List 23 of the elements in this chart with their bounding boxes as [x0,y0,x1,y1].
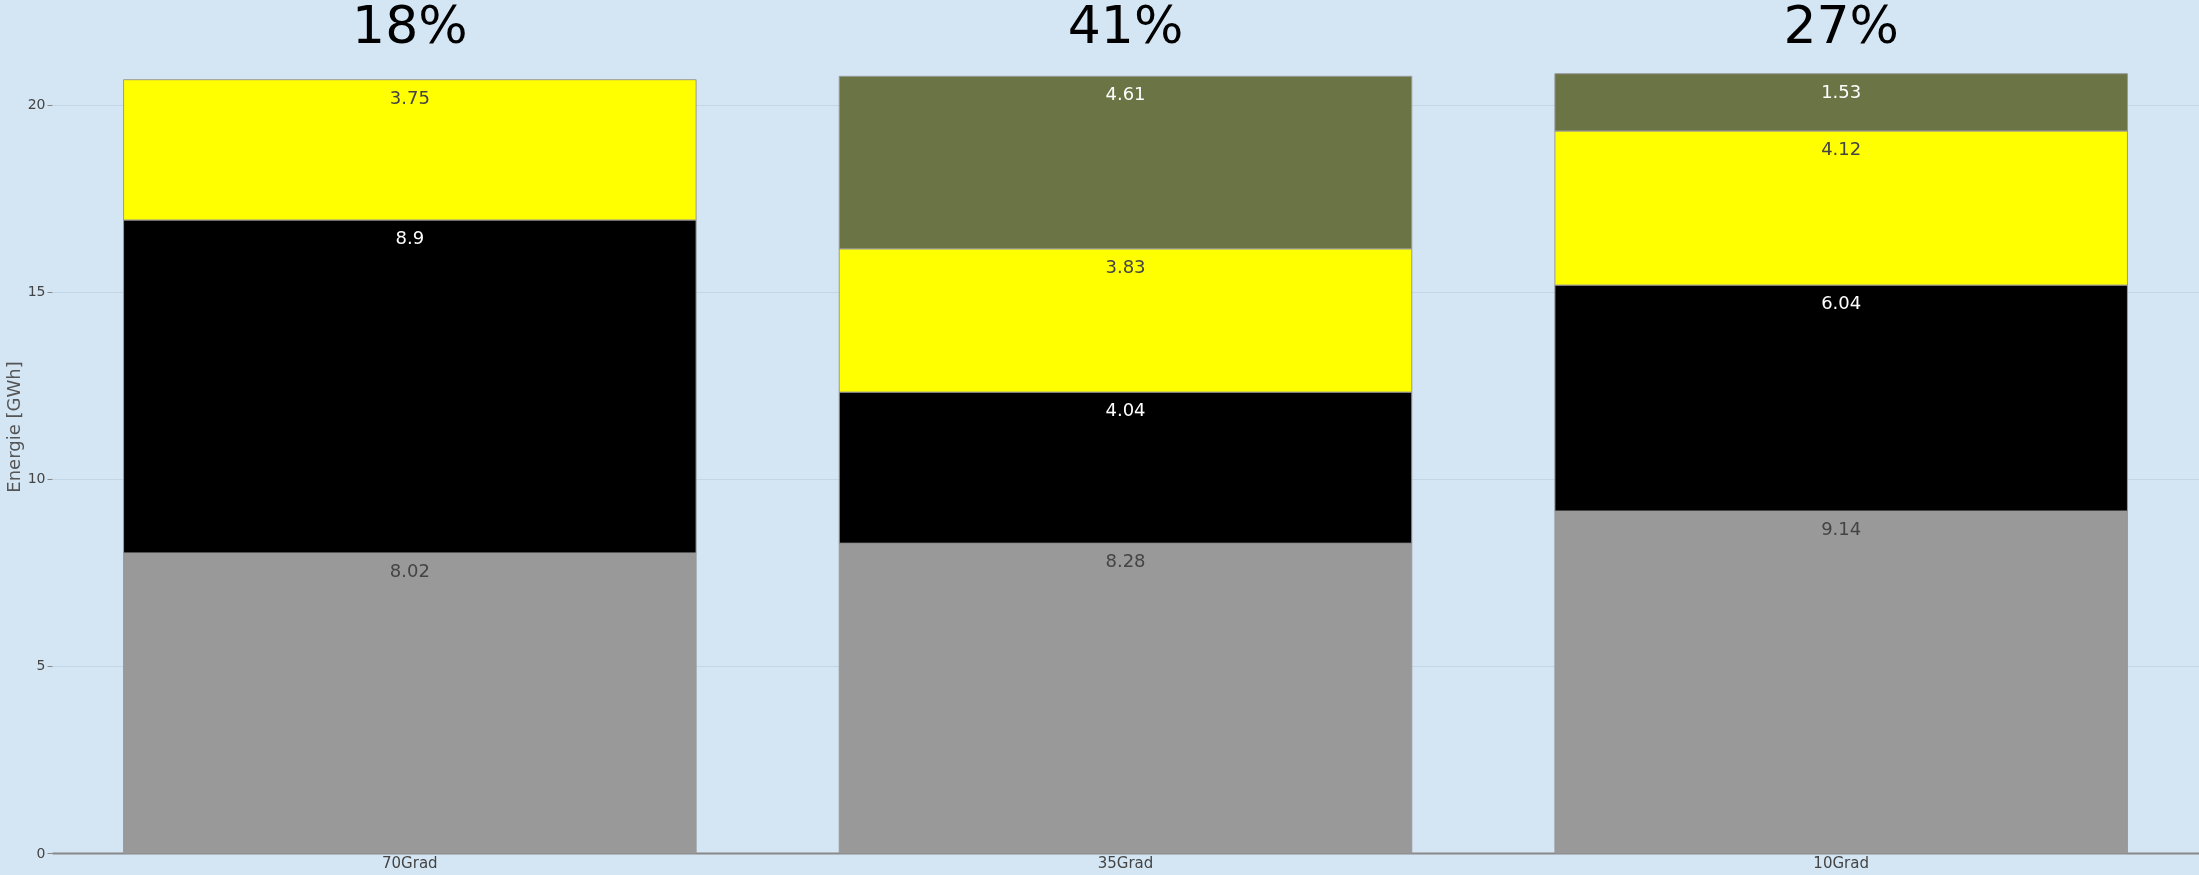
data-label: 6.04 [1821,292,1862,314]
data-label: 1.53 [1821,80,1862,102]
x-tick-label: 35Grad [1097,853,1154,872]
annotation: 18% [352,0,468,55]
data-label: 8.28 [1105,550,1146,572]
data-label: 3.75 [389,86,430,108]
annotation: 27% [1783,0,1899,55]
y-axis-title: Energie [GWh] [2,361,24,493]
y-tick-label: 5 [36,657,46,674]
x-tick-label: 10Grad [1813,853,1869,872]
data-label: 8.9 [395,226,425,248]
data-label: 3.83 [1105,255,1146,277]
data-label: 9.14 [1821,518,1862,540]
y-tick-label: 0 [36,844,46,861]
x-tick-label: 70Grad [382,853,438,872]
y-tick-label: 20 [27,96,46,113]
data-label: 8.02 [389,559,430,581]
data-label: 4.04 [1105,399,1146,421]
y-tick-label: 15 [27,283,46,300]
annotation: 41% [1067,0,1184,55]
data-label: 4.61 [1105,83,1146,105]
y-tick-label: 10 [27,470,46,487]
data-label: 4.12 [1821,137,1862,159]
